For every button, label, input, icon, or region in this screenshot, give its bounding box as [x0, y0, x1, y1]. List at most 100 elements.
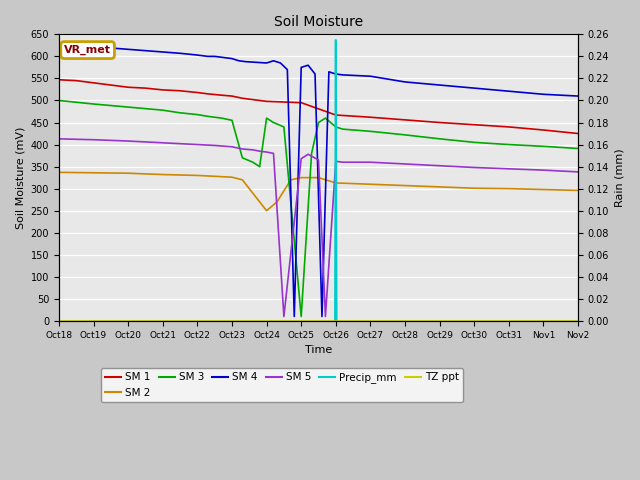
- SM 4: [401, 79, 409, 85]
- SM 4: [540, 91, 547, 97]
- SM 2: [436, 184, 444, 190]
- Legend: SM 1, SM 2, SM 3, SM 4, SM 5, Precip_mm, TZ ppt: SM 1, SM 2, SM 3, SM 4, SM 5, Precip_mm,…: [101, 368, 463, 402]
- SM 3: [505, 142, 513, 147]
- SM 2: [332, 180, 340, 186]
- SM 1: [124, 84, 132, 90]
- SM 3: [263, 115, 271, 121]
- SM 1: [401, 117, 409, 123]
- SM 2: [470, 185, 478, 191]
- SM 3: [90, 101, 97, 107]
- SM 5: [436, 163, 444, 168]
- Text: VR_met: VR_met: [64, 45, 111, 55]
- SM 4: [470, 85, 478, 91]
- SM 4: [176, 50, 184, 56]
- SM 4: [228, 56, 236, 61]
- SM 1: [436, 120, 444, 125]
- SM 2: [90, 170, 97, 176]
- SM 3: [124, 104, 132, 110]
- SM 5: [401, 161, 409, 167]
- SM 3: [176, 110, 184, 116]
- SM 1: [252, 97, 260, 103]
- SM 3: [470, 140, 478, 145]
- SM 1: [55, 77, 63, 83]
- SM 4: [55, 42, 63, 48]
- SM 2: [124, 170, 132, 176]
- SM 5: [298, 156, 305, 162]
- SM 1: [470, 122, 478, 128]
- SM 4: [339, 72, 347, 78]
- SM 5: [280, 313, 288, 319]
- SM 4: [332, 71, 340, 77]
- SM 5: [249, 147, 257, 153]
- SM 5: [574, 169, 582, 175]
- SM 5: [211, 143, 218, 148]
- SM 2: [193, 172, 201, 178]
- SM 1: [141, 85, 149, 91]
- SM 4: [304, 62, 312, 68]
- SM 1: [176, 88, 184, 94]
- Y-axis label: Rain (mm): Rain (mm): [615, 148, 625, 207]
- SM 4: [367, 73, 374, 79]
- Line: SM 3: SM 3: [59, 100, 578, 316]
- SM 4: [159, 49, 166, 55]
- SM 5: [90, 137, 97, 143]
- SM 5: [269, 151, 277, 156]
- Line: SM 2: SM 2: [59, 172, 578, 211]
- SM 4: [211, 53, 218, 59]
- Line: SM 1: SM 1: [59, 80, 578, 133]
- SM 4: [218, 54, 225, 60]
- SM 4: [124, 47, 132, 52]
- SM 1: [574, 131, 582, 136]
- SM 1: [159, 87, 166, 93]
- Precip_mm: [332, 37, 340, 43]
- SM 3: [315, 120, 323, 125]
- SM 3: [332, 124, 340, 130]
- SM 2: [263, 208, 271, 214]
- SM 5: [470, 165, 478, 170]
- SM 4: [291, 313, 298, 319]
- SM 5: [256, 148, 264, 154]
- SM 2: [55, 169, 63, 175]
- Precip_mm: [333, 318, 340, 324]
- SM 4: [249, 59, 257, 65]
- SM 5: [304, 151, 312, 157]
- SM 1: [193, 90, 201, 96]
- SM 1: [72, 78, 80, 84]
- SM 5: [367, 159, 374, 165]
- SM 5: [321, 313, 329, 319]
- SM 4: [318, 313, 326, 319]
- SM 1: [540, 127, 547, 133]
- SM 2: [245, 186, 253, 192]
- SM 5: [55, 136, 63, 142]
- SM 3: [308, 151, 316, 156]
- SM 1: [367, 114, 374, 120]
- SM 1: [298, 100, 305, 106]
- SM 3: [321, 115, 329, 121]
- SM 5: [124, 138, 132, 144]
- SM 1: [505, 124, 513, 130]
- Line: SM 4: SM 4: [59, 45, 578, 316]
- SM 3: [436, 136, 444, 142]
- SM 4: [311, 71, 319, 77]
- SM 5: [332, 158, 340, 164]
- SM 5: [315, 157, 323, 163]
- SM 4: [263, 60, 271, 66]
- SM 5: [239, 146, 246, 152]
- SM 4: [574, 93, 582, 99]
- SM 1: [228, 93, 236, 99]
- SM 2: [239, 177, 246, 183]
- SM 2: [228, 174, 236, 180]
- SM 3: [239, 155, 246, 161]
- SM 3: [204, 113, 212, 119]
- Line: Precip_mm: Precip_mm: [335, 40, 337, 321]
- SM 2: [367, 181, 374, 187]
- SM 4: [276, 60, 284, 66]
- SM 4: [269, 58, 277, 64]
- SM 5: [228, 144, 236, 150]
- Precip_mm: [332, 318, 339, 324]
- SM 4: [235, 58, 243, 64]
- SM 4: [436, 82, 444, 88]
- SM 4: [90, 44, 97, 49]
- SM 5: [505, 166, 513, 172]
- SM 3: [159, 108, 166, 113]
